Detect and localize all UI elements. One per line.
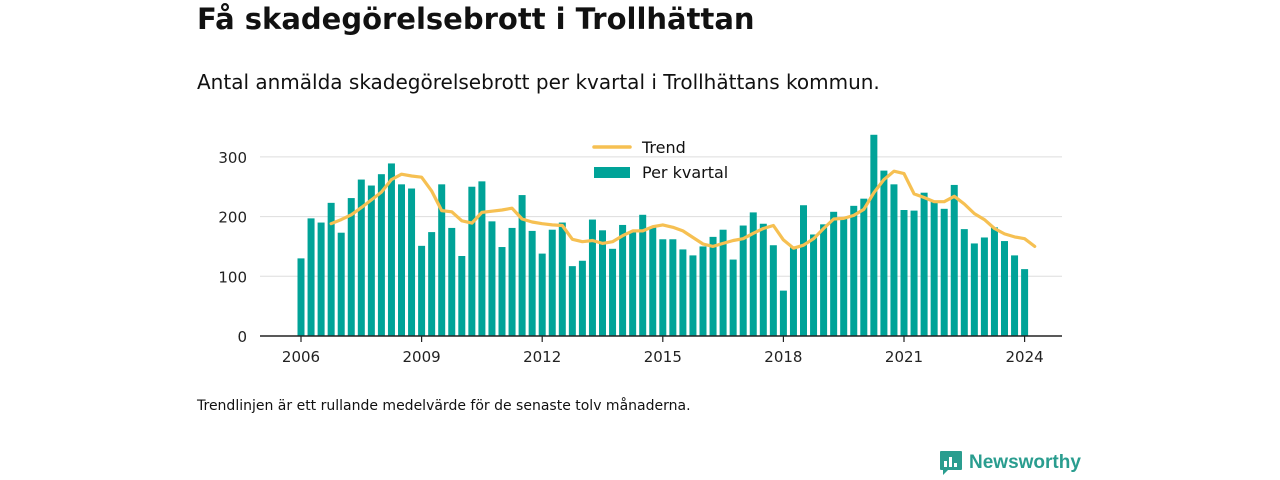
bar	[357, 179, 365, 336]
bar	[789, 246, 797, 336]
footnote: Trendlinjen är ett rullande medelvärde f…	[197, 398, 691, 414]
bar	[679, 249, 687, 336]
bar	[920, 192, 928, 336]
bar	[558, 222, 566, 336]
bar	[327, 202, 335, 336]
bar	[950, 184, 958, 336]
x-tick-label: 2018	[764, 348, 802, 366]
bar	[468, 186, 476, 336]
bar	[689, 255, 697, 336]
legend-trend-label: Trend	[641, 138, 686, 157]
bar	[729, 259, 737, 336]
bar	[478, 181, 486, 336]
newsworthy-logo-icon	[940, 451, 962, 475]
bar	[759, 223, 767, 336]
bar	[940, 208, 948, 336]
bar	[960, 229, 968, 336]
trend-line	[329, 169, 1037, 250]
bar	[307, 218, 315, 336]
x-tick-label: 2006	[282, 348, 320, 366]
y-tick-label: 0	[237, 328, 247, 346]
bar	[367, 185, 375, 336]
axes: 0 100 200 300 2006 2009 2012 2015 2018 2021 2024	[218, 149, 1062, 366]
bar	[387, 163, 395, 336]
bar	[669, 239, 677, 336]
bar	[548, 229, 556, 336]
bar	[518, 195, 526, 336]
bar	[1011, 255, 1019, 336]
legend: Trend Per kvartal	[592, 138, 728, 182]
chart-subtitle: Antal anmälda skadegörelsebrott per kvar…	[197, 70, 880, 94]
bars	[297, 134, 1029, 336]
bar	[870, 134, 878, 336]
bar	[538, 253, 546, 336]
bar	[900, 210, 908, 336]
x-tick-label: 2012	[523, 348, 561, 366]
bar	[739, 225, 747, 336]
bar	[1001, 241, 1008, 336]
bar	[488, 221, 496, 336]
bar	[428, 232, 436, 336]
bar	[769, 245, 777, 336]
trend-layer	[329, 169, 1037, 250]
bar	[639, 214, 647, 336]
bar	[448, 227, 456, 336]
bar	[699, 246, 707, 336]
bar	[820, 224, 828, 336]
y-tick-label: 300	[218, 149, 247, 167]
bar	[810, 234, 818, 336]
quarterly-chart: 0 100 200 300 2006 2009 2012 2015 2018 2021 2024 T…	[218, 134, 1062, 366]
bar	[498, 247, 506, 336]
bar	[910, 210, 918, 336]
bar	[850, 205, 858, 336]
newsworthy-logo[interactable]: Newsworthy	[939, 450, 1081, 476]
bar	[649, 226, 657, 336]
bar	[860, 198, 868, 336]
y-tick-label: 100	[218, 268, 247, 286]
bar	[297, 258, 305, 336]
bar	[458, 255, 466, 336]
bar	[619, 224, 627, 336]
bar	[578, 260, 586, 336]
bar	[588, 219, 596, 336]
x-tick-label: 2009	[403, 348, 441, 366]
bar	[528, 230, 536, 336]
newsworthy-logo-text: Newsworthy	[969, 452, 1081, 473]
legend-bar-label: Per kvartal	[642, 163, 728, 182]
x-tick-label: 2021	[885, 348, 923, 366]
bar	[749, 212, 757, 336]
bar	[779, 290, 787, 336]
bar	[890, 184, 898, 336]
bar	[418, 245, 426, 336]
bar	[970, 243, 978, 336]
bar	[609, 248, 617, 336]
x-tick-label: 2024	[1006, 348, 1044, 366]
bar	[830, 211, 838, 336]
bar	[317, 222, 325, 336]
x-tick-label: 2015	[644, 348, 682, 366]
bar	[1021, 269, 1029, 336]
bar	[398, 184, 405, 336]
bar	[840, 218, 848, 336]
bar	[347, 198, 355, 336]
bar	[709, 236, 717, 336]
chart-title: Få skadegörelsebrott i Trollhättan	[197, 2, 755, 36]
bar	[438, 184, 446, 336]
bar	[508, 227, 516, 336]
bar	[599, 230, 606, 336]
y-tick-label: 200	[218, 209, 247, 227]
bar	[880, 170, 888, 336]
bar	[980, 237, 988, 336]
bar	[659, 239, 667, 336]
bar	[930, 201, 938, 336]
bar	[377, 174, 385, 336]
bar	[719, 229, 727, 336]
legend-bar-swatch	[594, 167, 630, 178]
bar	[337, 232, 345, 336]
bar	[990, 227, 998, 336]
bar	[408, 188, 416, 336]
bar	[629, 231, 637, 336]
bar	[800, 205, 807, 336]
bar	[568, 266, 576, 336]
